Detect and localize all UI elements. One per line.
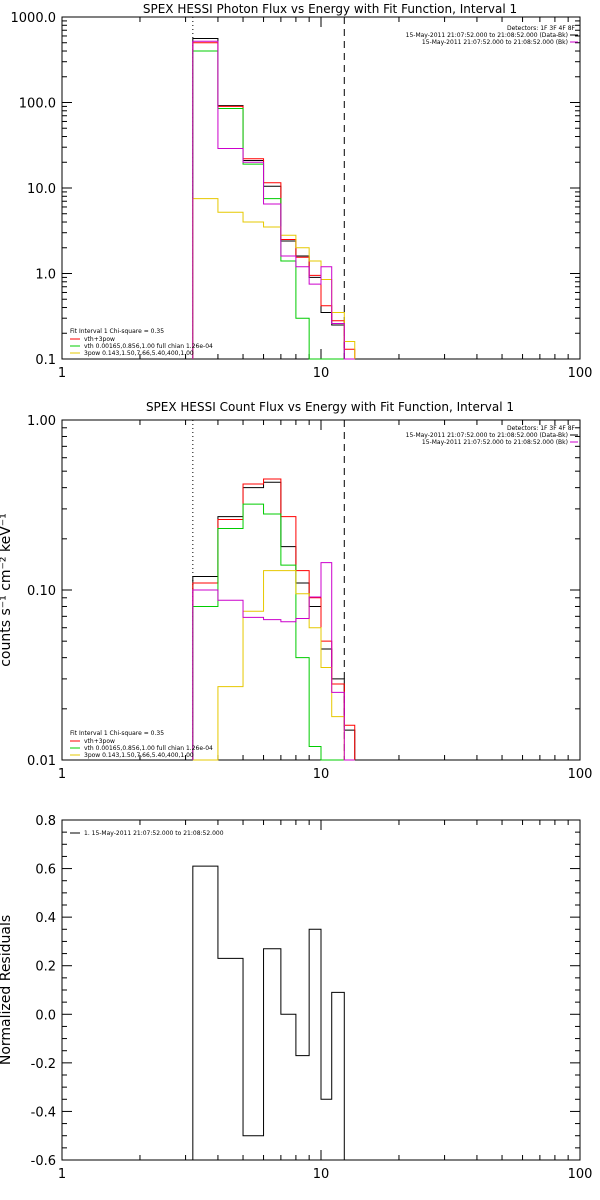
y-tick-label: 10.0 [27,182,56,197]
x-tick-label: 100 [568,767,593,782]
chart-title: SPEX HESSI Photon Flux vs Energy with Fi… [143,2,517,16]
x-tick-label: 1 [58,767,66,782]
energy-range-markers [192,420,345,760]
y-tick-label: 1.0 [35,268,56,283]
x-tick-label: 10 [313,366,330,381]
y-axis-label: Normalized Residuals [0,915,14,1065]
y-axis: 0.01 0.10 1.00 [27,414,580,769]
spectra [192,478,356,761]
y-tick-label: 0.8 [35,814,56,829]
y-tick-label: 1000.0 [11,11,57,26]
header-line-bk: 15-May-2011 21:07:52.000 to 21:08:52.000… [422,439,568,446]
series-3pow [192,570,355,761]
y-tick-label: 0.0 [35,1008,56,1023]
y-tick-label: 0.6 [35,863,56,878]
detectors-label: Detectors: 1F 3F 4F 8F [507,25,576,32]
x-axis: 1 10 100 [58,420,593,782]
y-axis: -0.6 -0.4 -0.2 0.0 0.2 0.4 0.6 0.8 [31,814,580,1169]
legend-label-3pow: 3pow 0.143,1.50,7.66,5.40,400,1.00 [84,350,194,357]
series-bk [192,562,355,761]
series-vth-3pow [192,478,356,760]
panel-photon-flux: SPEX HESSI Photon Flux vs Energy with Fi… [11,2,593,381]
x-tick-label: 100 [568,366,593,381]
series-vth-3pow [192,42,356,359]
y-tick-label: 0.10 [27,584,56,599]
y-tick-label: 0.4 [35,911,56,926]
x-tick-label: 10 [313,767,330,782]
legend-label-vth-3pow: vth+3pow [84,336,115,343]
y-tick-label: 1.00 [27,414,56,429]
x-tick-label: 10 [313,1167,330,1182]
legend-label-vth: vth 0.00165,0.856,1.00 full chian 1.26e-… [84,343,213,350]
series-3pow [192,198,356,359]
energy-range-markers [192,17,345,359]
panel-residuals: Normalized Residuals -0.6 -0.4 -0.2 0.0 0.2 0… [0,814,592,1182]
header-annotation: Detectors: 1F 3F 4F 8F 15-May-2011 21:07… [406,425,578,446]
panel-count-flux: SPEX HESSI Count Flux vs Energy with Fit… [0,400,592,782]
header-annotation: Detectors: 1F 3F 4F 8F 15-May-2011 21:07… [406,25,578,46]
legend-label-vth: vth 0.00165,0.856,1.00 full chian 1.26e-… [84,745,213,752]
header-line-data: 15-May-2011 21:07:52.000 to 21:08:52.000… [406,432,568,439]
series-vth [192,503,355,761]
header-line-data: 15-May-2011 21:07:52.000 to 21:08:52.000… [406,32,568,39]
y-tick-label: 0.01 [27,754,56,769]
residual-histogram [192,865,345,1160]
legend: Fit Interval 1 Chi-square = 0.35 vth+3po… [70,730,213,759]
series-bk [192,40,355,360]
legend: 1. 15-May-2011 21:07:52.000 to 21:08:52.… [70,830,224,837]
y-tick-label: -0.2 [31,1057,56,1072]
y-tick-label: -0.4 [31,1105,56,1120]
series-1-15-may-2011-21-07-52-000-to-21-08-52-000 [192,865,345,1160]
y-tick-label: 0.1 [35,353,56,368]
detectors-label: Detectors: 1F 3F 4F 8F [507,425,576,432]
x-tick-label: 1 [58,366,66,381]
y-tick-label: 0.2 [35,960,56,975]
spectra [192,38,356,360]
x-tick-label: 100 [568,1167,593,1182]
legend-title: Fit Interval 1 Chi-square = 0.35 [70,328,164,335]
legend-title: Fit Interval 1 Chi-square = 0.35 [70,730,164,737]
y-tick-label: 100.0 [19,97,56,112]
legend: Fit Interval 1 Chi-square = 0.35 vth+3po… [70,328,213,357]
chart-title: SPEX HESSI Count Flux vs Energy with Fit… [146,400,514,414]
y-tick-label: -0.6 [31,1154,56,1169]
legend-label-residual: 1. 15-May-2011 21:07:52.000 to 21:08:52.… [84,830,224,837]
y-axis-label: counts s⁻¹ cm⁻² keV⁻¹ [0,513,14,667]
legend-label-3pow: 3pow 0.143,1.50,7.66,5.40,400,1.00 [84,752,194,759]
header-line-bk: 15-May-2011 21:07:52.000 to 21:08:52.000… [422,39,568,46]
x-axis: 1 10 100 [58,820,593,1182]
y-axis: 0.1 1.0 10.0 100.0 1000.0 [11,11,580,368]
x-tick-label: 1 [58,1167,66,1182]
legend-label-vth-3pow: vth+3pow [84,738,115,745]
x-axis: 1 10 100 [58,17,593,381]
series-data-bk [192,481,356,760]
